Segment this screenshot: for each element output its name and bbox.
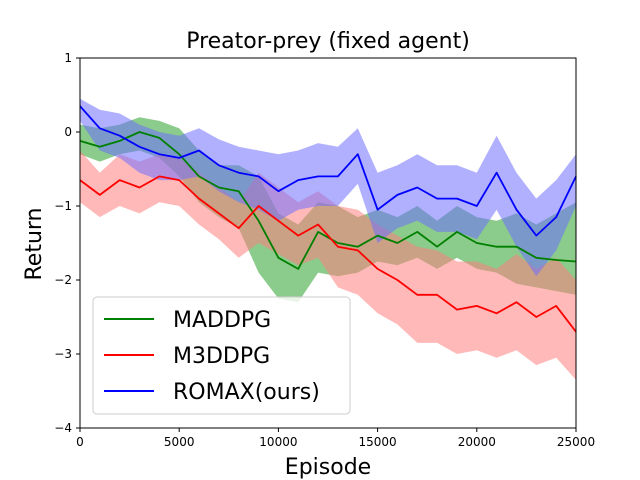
x-tick-label: 10000 bbox=[259, 435, 297, 449]
legend-label: MADDPG bbox=[173, 308, 271, 333]
legend-label: ROMAX(ours) bbox=[173, 380, 320, 405]
confidence-bands bbox=[80, 98, 576, 380]
legend: MADDPG M3DDPG ROMAX(ours) bbox=[92, 296, 351, 415]
x-tick-label: 20000 bbox=[458, 435, 496, 449]
x-tick-label: 25000 bbox=[557, 435, 595, 449]
y-tick-label: −4 bbox=[54, 421, 72, 435]
line-2 bbox=[79, 105, 577, 237]
y-tick-label: −2 bbox=[54, 273, 72, 287]
y-tick-label: 1 bbox=[64, 51, 72, 65]
chart-title: Preator-prey (fixed agent) bbox=[186, 29, 470, 54]
line-0 bbox=[79, 131, 577, 270]
y-axis-label: Return bbox=[22, 207, 47, 280]
series-lines bbox=[79, 105, 577, 333]
band-1 bbox=[80, 150, 576, 380]
y-tick-label: −3 bbox=[54, 347, 72, 361]
x-tick-label: 0 bbox=[76, 435, 84, 449]
x-axis: 0 5000 10000 15000 20000 25000 bbox=[76, 428, 595, 449]
x-axis-label: Episode bbox=[285, 455, 371, 480]
x-tick-label: 15000 bbox=[359, 435, 397, 449]
y-tick-label: −1 bbox=[54, 199, 72, 213]
plot-frame bbox=[79, 57, 577, 429]
x-tick-label: 5000 bbox=[164, 435, 195, 449]
band-2 bbox=[80, 98, 576, 277]
legend-box bbox=[92, 296, 351, 415]
y-axis: −4 −3 −2 −1 0 1 bbox=[54, 51, 80, 435]
legend-label: M3DDPG bbox=[173, 344, 270, 369]
y-tick-label: 0 bbox=[64, 125, 72, 139]
line-1 bbox=[79, 175, 577, 333]
